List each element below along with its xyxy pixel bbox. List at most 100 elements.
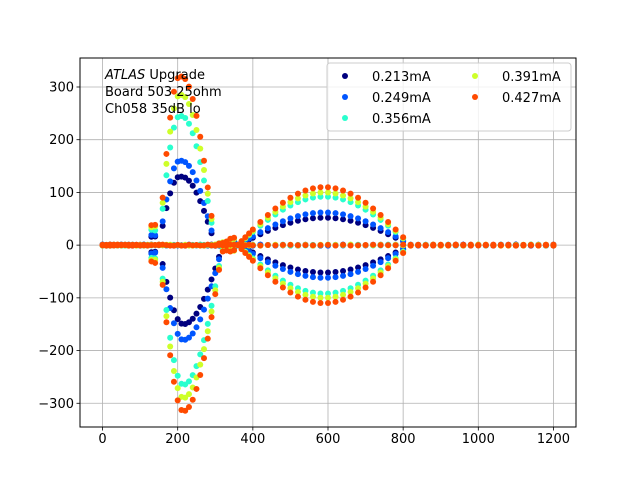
y-tick-label: −100 xyxy=(38,291,74,306)
data-point xyxy=(302,211,309,218)
data-point xyxy=(167,114,174,121)
data-point xyxy=(520,242,527,249)
data-point xyxy=(212,291,219,298)
data-point xyxy=(317,209,324,216)
legend-marker xyxy=(472,94,478,100)
data-point xyxy=(201,306,207,313)
data-point xyxy=(201,207,207,214)
data-point xyxy=(257,219,264,226)
data-point xyxy=(325,214,331,221)
data-point xyxy=(407,241,414,248)
data-point xyxy=(347,266,354,273)
data-point xyxy=(385,265,392,272)
data-point xyxy=(317,214,324,221)
data-point xyxy=(287,268,294,275)
data-point xyxy=(197,371,204,378)
data-point xyxy=(362,199,369,206)
data-point xyxy=(400,234,407,241)
data-point xyxy=(193,385,200,392)
data-point xyxy=(193,127,200,134)
data-point xyxy=(246,253,253,260)
data-point xyxy=(264,225,271,232)
data-point xyxy=(189,96,196,103)
data-point xyxy=(170,378,177,385)
y-tick-label: 300 xyxy=(49,80,74,95)
data-point xyxy=(317,294,324,301)
data-point xyxy=(377,259,384,266)
data-point xyxy=(246,230,253,237)
data-point xyxy=(279,241,286,248)
data-point xyxy=(216,266,223,273)
data-point xyxy=(362,242,369,248)
data-point xyxy=(170,320,177,327)
data-point xyxy=(201,157,207,164)
data-point xyxy=(400,241,407,248)
data-point xyxy=(163,313,170,320)
data-point xyxy=(302,291,309,298)
data-point xyxy=(208,302,215,309)
data-point xyxy=(340,211,347,218)
data-point xyxy=(490,241,497,248)
data-point xyxy=(422,242,429,249)
data-point xyxy=(182,114,189,121)
data-point xyxy=(287,219,294,226)
series-0.427mA xyxy=(99,73,557,414)
x-axis-ticks: 0 200 400 600 800 1000 1200 xyxy=(98,427,570,447)
data-point xyxy=(264,241,271,248)
data-point xyxy=(355,219,362,226)
data-point xyxy=(174,385,181,392)
data-point xyxy=(257,265,264,272)
data-point xyxy=(242,250,249,257)
data-point xyxy=(249,257,256,264)
data-point xyxy=(167,294,174,301)
data-point xyxy=(302,267,309,274)
data-point xyxy=(193,177,200,184)
data-point xyxy=(204,335,211,342)
data-point xyxy=(317,189,324,196)
data-point xyxy=(197,133,204,140)
data-point xyxy=(249,226,256,233)
data-point xyxy=(216,256,223,263)
data-point xyxy=(340,187,347,194)
data-point xyxy=(452,242,459,249)
data-point xyxy=(167,352,174,359)
data-point xyxy=(535,242,542,249)
data-point xyxy=(437,241,444,248)
data-point xyxy=(208,227,215,234)
data-point xyxy=(347,242,354,249)
y-tick-label: 0 xyxy=(66,239,74,254)
data-point xyxy=(204,320,211,327)
legend-label: 0.356mA xyxy=(372,112,431,127)
data-point xyxy=(159,281,166,288)
data-point xyxy=(392,257,399,264)
data-point xyxy=(189,315,196,322)
data-point xyxy=(185,334,192,341)
data-point xyxy=(355,285,362,292)
data-point xyxy=(325,184,331,191)
data-point xyxy=(482,242,489,249)
x-tick-label: 1000 xyxy=(462,432,495,447)
data-point xyxy=(325,274,331,281)
data-point xyxy=(370,241,377,248)
data-point xyxy=(159,194,166,201)
legend-marker xyxy=(472,73,478,79)
data-point xyxy=(272,221,279,228)
data-point xyxy=(279,199,286,206)
data-point xyxy=(170,357,177,364)
data-point xyxy=(167,334,174,341)
data-point xyxy=(332,190,339,197)
data-point xyxy=(392,250,399,257)
data-point xyxy=(170,88,177,95)
data-point xyxy=(204,190,211,197)
data-point xyxy=(340,241,347,248)
data-point xyxy=(325,299,331,306)
data-point xyxy=(325,193,331,200)
data-point xyxy=(332,194,339,201)
data-point xyxy=(201,355,207,362)
data-point xyxy=(201,346,207,353)
data-point xyxy=(460,242,467,249)
data-point xyxy=(317,242,324,249)
data-point xyxy=(317,274,324,281)
data-point xyxy=(294,271,301,278)
data-point xyxy=(445,242,452,249)
